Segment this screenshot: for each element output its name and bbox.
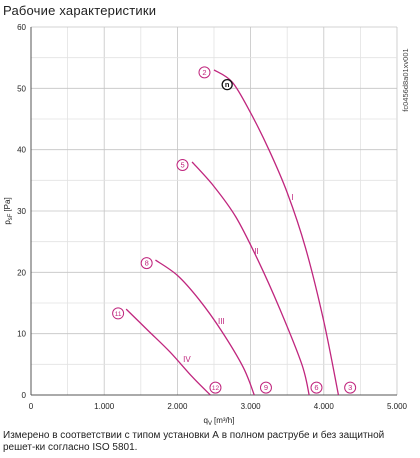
markers: 2 5 8 11 3 6 9 12 n [112,66,357,394]
marker-label: 9 [264,383,268,392]
marker-circle [344,381,357,394]
marker-circle [310,381,323,394]
operating-point-circle [221,79,233,91]
series-label-iv: IV [183,355,191,364]
marker-circle [209,381,222,394]
marker-label: 8 [145,259,149,268]
series-curve-iii [155,259,255,396]
x-tick-label: 1.000 [94,402,115,411]
marker-label: 11 [115,311,122,318]
figure-code: fc0456d8a01xv001 [401,48,410,111]
x-tick-label: 5.000 [387,402,408,411]
series-label-ii: II [254,247,258,256]
operating-point-label: n [225,80,230,89]
marker-12: 12 [209,381,222,394]
marker-label: 12 [212,385,220,392]
marker-8: 8 [140,257,153,270]
grid [30,26,398,396]
axis-labels: psF[Pa] qV [m³/h] fc0456d8a01xv001 [3,48,410,427]
x-tick-label: 0 [29,402,34,411]
marker-label: 6 [314,383,318,392]
x-tick-label: 2.000 [167,402,188,411]
y-tick-label: 20 [17,268,26,277]
marker-3: 3 [344,381,357,394]
y-tick-label: 40 [17,146,26,155]
series-curve-i [213,69,340,396]
y-tick-label: 10 [17,330,26,339]
marker-circle [176,159,189,171]
series-label-i: I [291,193,293,202]
axes: 0 1.000 2.000 3.000 4.000 5.000 0 10 20 30 40 50 60 [17,23,407,411]
series-curve-iv [125,308,211,396]
x-axis-label: qV [m³/h] [204,416,235,427]
footnote: Измерено в соответствии с типом установк… [3,430,385,453]
marker-circle [140,257,153,270]
chart-title: Рабочие характеристики [3,3,157,18]
y-tick-label: 50 [17,84,26,93]
operating-point-marker: n [221,79,233,91]
marker-circle [112,307,125,320]
marker-5: 5 [176,159,189,171]
marker-2: 2 [198,66,211,79]
y-axis-label: psF[Pa] [3,197,14,224]
y-tick-label: 30 [17,207,26,216]
y-tick-label: 60 [17,23,26,32]
x-tick-label: 4.000 [314,402,335,411]
marker-9: 9 [259,381,272,394]
marker-circle [198,66,211,79]
marker-label: 5 [180,161,184,170]
marker-circle [259,381,272,394]
x-tick-label: 3.000 [241,402,262,411]
marker-6: 6 [310,381,323,394]
series-label-iii: III [218,317,225,326]
performance-chart: 0 1.000 2.000 3.000 4.000 5.000 0 10 20 30 40 50 60 … [3,23,410,427]
marker-label: 3 [348,383,352,392]
y-tick-label: 0 [22,391,27,400]
marker-11: 11 [112,307,125,320]
marker-label: 2 [202,68,206,77]
series-curve-ii [191,161,310,396]
